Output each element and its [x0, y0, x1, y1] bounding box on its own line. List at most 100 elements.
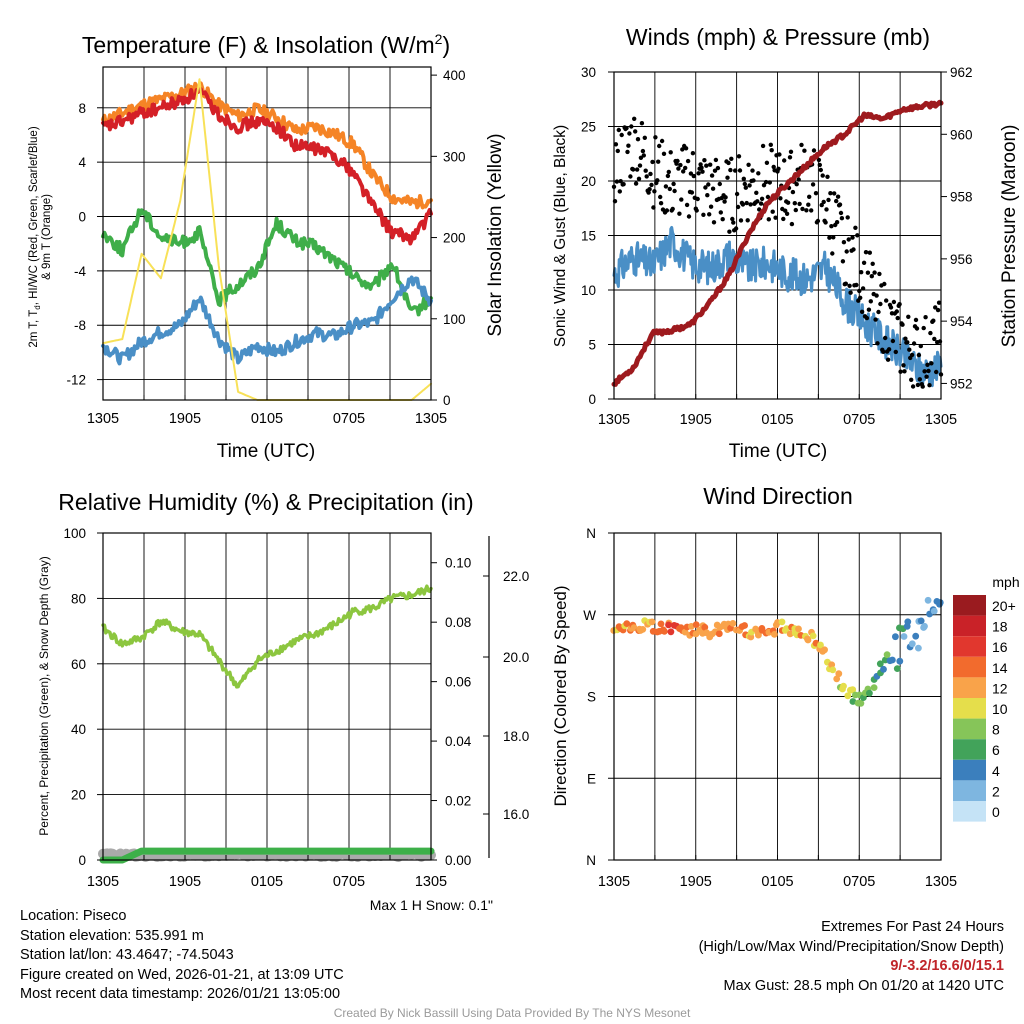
gust-point	[625, 149, 630, 155]
gust-point	[841, 240, 847, 245]
gust-point	[733, 168, 738, 173]
gust-point	[913, 317, 919, 323]
humidity-panel: Relative Humidity (%) & Precipitation (i…	[37, 489, 529, 913]
x-tick-label: 1305	[925, 874, 957, 890]
gust-point	[683, 165, 688, 171]
x-tick-label: 1305	[598, 874, 630, 890]
series-td	[101, 208, 433, 317]
humidity-title: Relative Humidity (%) & Precipitation (i…	[58, 489, 473, 515]
gust-point	[619, 132, 624, 138]
gust-point	[736, 154, 742, 159]
gust-point	[613, 142, 619, 147]
gust-point	[664, 208, 670, 213]
gust-point	[818, 167, 823, 173]
gust-point	[754, 190, 759, 195]
y2-tick-label: 958	[950, 190, 973, 205]
gust-point	[882, 281, 887, 287]
gust-point	[718, 210, 723, 215]
gust-point	[723, 195, 728, 200]
gust-point	[792, 201, 797, 206]
direction-point	[795, 625, 802, 633]
gust-point	[640, 148, 646, 154]
gust-point	[618, 179, 623, 184]
gust-point	[860, 286, 866, 291]
gust-point	[935, 307, 941, 313]
gust-point	[933, 305, 938, 310]
direction-point	[889, 656, 896, 664]
gust-point	[909, 377, 914, 382]
gust-point	[770, 209, 775, 214]
gust-point	[695, 196, 700, 202]
max-gust: Max Gust: 28.5 mph On 01/20 at 1420 UTC	[723, 977, 1004, 994]
gust-point	[875, 341, 880, 346]
direction-ylabel: Direction (Colored By Speed)	[551, 585, 570, 806]
direction-point	[692, 621, 700, 628]
gust-point	[621, 182, 626, 187]
y-tick-label: S	[587, 690, 596, 705]
gust-point	[675, 158, 680, 164]
gust-point	[742, 181, 747, 187]
gust-point	[891, 299, 897, 305]
gust-point	[854, 282, 859, 288]
gust-point	[813, 191, 819, 196]
x-tick-label: 1305	[925, 412, 957, 428]
gust-point	[760, 143, 766, 149]
extremes-info: Extremes For Past 24 Hours (High/Low/Max…	[699, 918, 1004, 996]
x-tick-label: 1305	[415, 411, 447, 427]
gust-point	[861, 260, 867, 265]
y-tick-label: 8	[78, 101, 86, 116]
x-tick-label: 1905	[680, 412, 712, 428]
gust-point	[804, 208, 809, 213]
gust-point	[926, 368, 931, 374]
station-latlon: Station lat/lon: 43.4647; -74.5043	[20, 947, 234, 964]
gust-point	[650, 159, 655, 165]
gust-point	[628, 174, 633, 179]
y3-tick-label: 18.0	[503, 729, 529, 744]
gust-point	[923, 315, 928, 320]
gust-point	[663, 184, 669, 189]
gust-point	[665, 173, 671, 179]
y-tick-label: 4	[78, 155, 86, 170]
direction-point	[840, 682, 847, 690]
colorbar-label: 16	[992, 639, 1008, 655]
series-relative-humidity	[101, 584, 433, 689]
credit-line: Created By Nick Bassill Using Data Provi…	[333, 1006, 691, 1020]
gust-point	[677, 211, 682, 216]
gust-point	[614, 179, 620, 184]
gust-point	[729, 156, 734, 161]
gust-point	[616, 127, 621, 133]
gust-point	[679, 197, 684, 202]
direction-point	[904, 618, 912, 626]
colorbar-swatch	[953, 595, 986, 616]
y-tick-label: 100	[63, 526, 86, 541]
gust-point	[827, 235, 832, 240]
direction-point	[857, 699, 865, 707]
gust-point	[846, 237, 851, 242]
colorbar-label: 14	[992, 660, 1008, 676]
x-tick-label: 0705	[843, 874, 875, 890]
gust-point	[924, 374, 929, 379]
gust-point	[750, 168, 755, 173]
gust-point	[934, 369, 939, 375]
direction-point	[783, 625, 790, 633]
y2-tick-label: 0	[443, 393, 451, 408]
gust-point	[643, 168, 648, 173]
y2-tick-label: 0.10	[445, 556, 471, 571]
gust-point	[634, 167, 640, 172]
gust-point	[657, 143, 662, 149]
gust-point	[708, 162, 713, 167]
winds-ylabel: Sonic Wind & Gust (Blue, Black)	[552, 125, 569, 347]
colorbar-swatch	[953, 801, 986, 822]
gust-point	[916, 352, 922, 358]
gust-point	[641, 153, 646, 158]
humidity-ylabel: Percent, Precipitation (Green), & Snow D…	[37, 556, 51, 835]
colorbar-label: 18	[992, 619, 1008, 635]
gust-point	[756, 171, 761, 176]
station-location: Location: Piseco	[20, 908, 127, 924]
y-tick-label: 30	[581, 65, 596, 80]
gust-point	[765, 194, 771, 200]
gust-point	[734, 191, 740, 197]
gust-point	[914, 326, 920, 331]
series-station-pressure	[611, 99, 944, 387]
